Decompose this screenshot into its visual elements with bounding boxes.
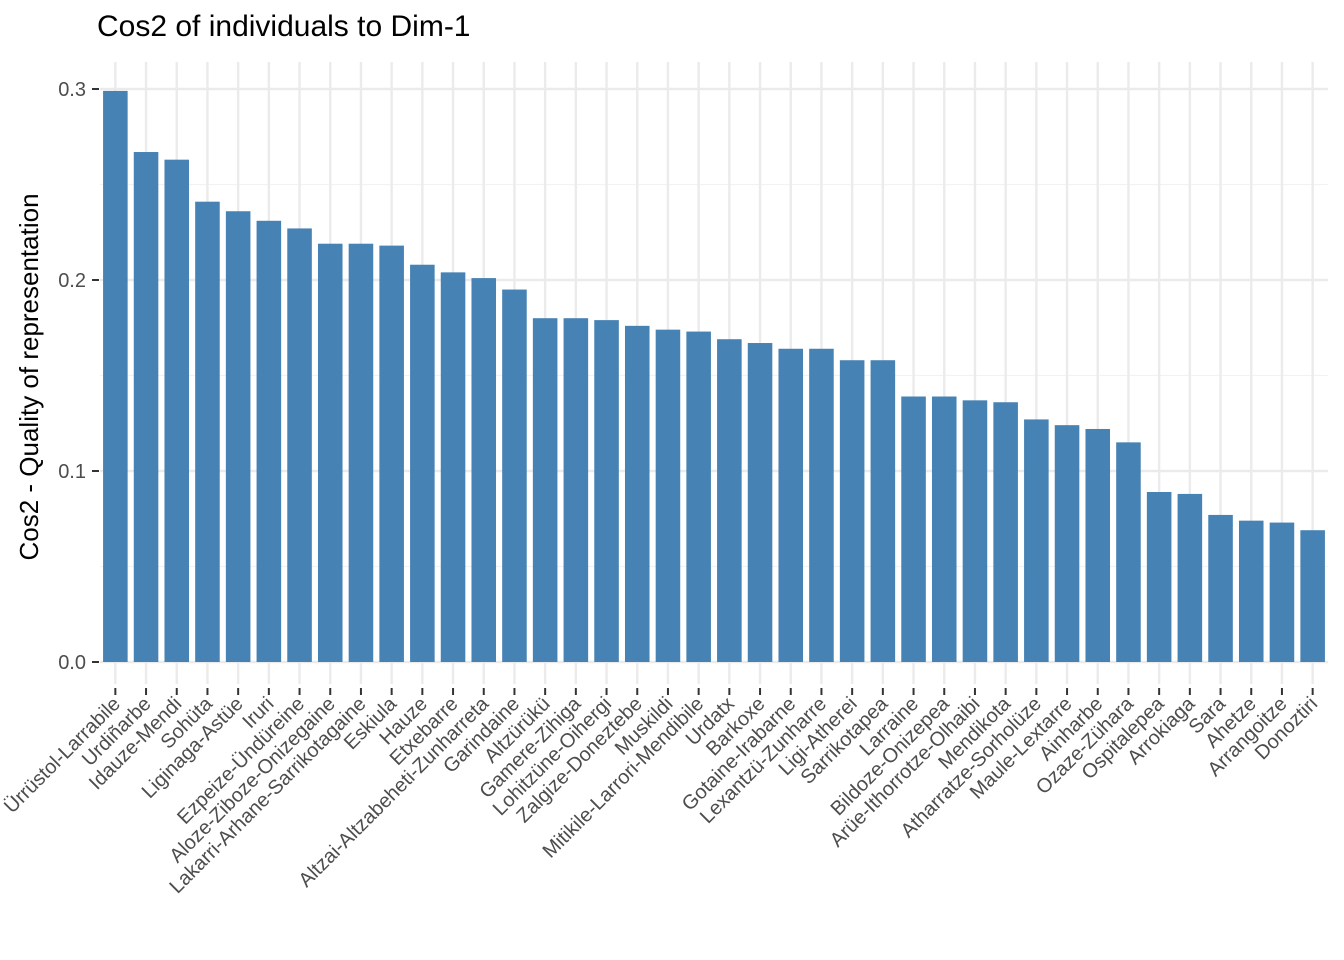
- bar: [655, 329, 681, 662]
- bar: [440, 272, 466, 662]
- bar: [901, 396, 926, 662]
- bar: [870, 360, 896, 662]
- bar: [993, 402, 1018, 662]
- chart-title: Cos2 of individuals to Dim-1: [97, 10, 471, 43]
- bar: [747, 343, 773, 662]
- bar: [103, 90, 128, 662]
- bar: [1116, 442, 1141, 662]
- bar: [962, 400, 988, 662]
- bars: [103, 90, 1325, 663]
- bar: [379, 245, 404, 662]
- y-tick-label: 0.0: [58, 652, 86, 674]
- bar: [1238, 520, 1264, 662]
- bar: [1146, 492, 1172, 662]
- bar: [317, 243, 343, 662]
- bar: [1208, 514, 1233, 662]
- y-axis-label: Cos2 - Quality of representation: [14, 193, 44, 560]
- bar: [1269, 522, 1295, 662]
- bar: [471, 278, 497, 662]
- bar: [931, 396, 957, 662]
- bar: [563, 318, 589, 662]
- bar: [348, 243, 374, 662]
- bar: [164, 159, 190, 663]
- bar: [195, 201, 220, 662]
- bar: [410, 264, 435, 662]
- bar: [1177, 493, 1203, 662]
- bar: [839, 360, 865, 662]
- bar: [778, 348, 804, 662]
- bar: [133, 152, 159, 662]
- bar: [256, 220, 282, 663]
- bar: [624, 325, 650, 662]
- bar: [717, 339, 742, 662]
- bar: [1300, 530, 1325, 662]
- grid-lines: [100, 62, 1328, 684]
- y-tick-label: 0.1: [58, 461, 86, 483]
- bar: [1054, 425, 1080, 662]
- bar: [287, 228, 312, 662]
- bar: [502, 289, 527, 662]
- bar: [1024, 419, 1049, 662]
- bar: [686, 331, 711, 662]
- bar: [225, 211, 251, 663]
- y-tick-label: 0.3: [58, 79, 86, 101]
- x-axis: Ürrüstol-LarrabileUrdiñarbeIdauze-MendiS…: [0, 688, 1322, 898]
- bar: [1085, 428, 1111, 662]
- y-axis: 0.0 0.1 0.2 0.3: [58, 79, 99, 674]
- bar: [532, 318, 558, 662]
- bar: [809, 348, 834, 662]
- y-tick-label: 0.2: [58, 270, 86, 292]
- bar: [594, 320, 619, 662]
